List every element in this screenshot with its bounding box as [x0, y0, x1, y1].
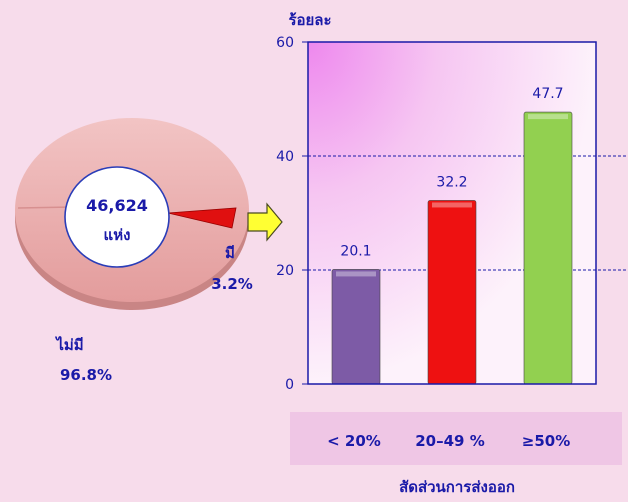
bar — [523, 111, 573, 385]
data-label: 32.2 — [436, 174, 467, 190]
bar — [427, 200, 477, 385]
x-axis-label: สัดส่วนการส่งออก — [399, 478, 515, 496]
right-arrow-icon — [247, 202, 283, 242]
bar-highlight — [432, 202, 472, 208]
category-label: ≥50% — [522, 432, 570, 450]
bar-highlight — [336, 271, 376, 277]
category-label: < 20% — [327, 432, 381, 450]
y-axis-label: ร้อยละ — [288, 11, 331, 29]
pie-label-yes: มี — [225, 244, 235, 262]
x-categories: < 20% 20–49 % ≥50% — [327, 432, 570, 450]
plot-frame — [307, 41, 597, 385]
category-band — [290, 412, 622, 465]
pie-center-circle — [64, 166, 170, 268]
pie-center-unit: แห่ง — [104, 226, 131, 244]
y-tick-label: 60 — [276, 35, 294, 51]
pie-slice-yes — [167, 207, 237, 229]
bar-chart: ร้อยละ 0 20 40 60 20.1 32.2 47.7 < 20% 20–49 %… — [276, 11, 626, 496]
y-tick-label: 20 — [276, 263, 294, 279]
pie-chart: 46,624 แห่ง มี 3.2% ไม่มี 96.8% — [15, 118, 253, 384]
data-label: 47.7 — [532, 86, 563, 102]
pie-center-value: 46,624 — [86, 196, 148, 215]
category-label: 20–49 % — [415, 432, 485, 450]
pie-value-no: 96.8% — [60, 366, 112, 384]
pie-label-no: ไม่มี — [54, 335, 83, 354]
pie-value-yes: 3.2% — [211, 275, 253, 293]
bar — [331, 269, 381, 385]
y-ticks: 0 20 40 60 — [276, 35, 308, 393]
data-label: 20.1 — [340, 243, 371, 259]
bar-highlight — [528, 114, 568, 120]
y-tick-label: 0 — [285, 377, 294, 393]
y-tick-label: 40 — [276, 149, 294, 165]
